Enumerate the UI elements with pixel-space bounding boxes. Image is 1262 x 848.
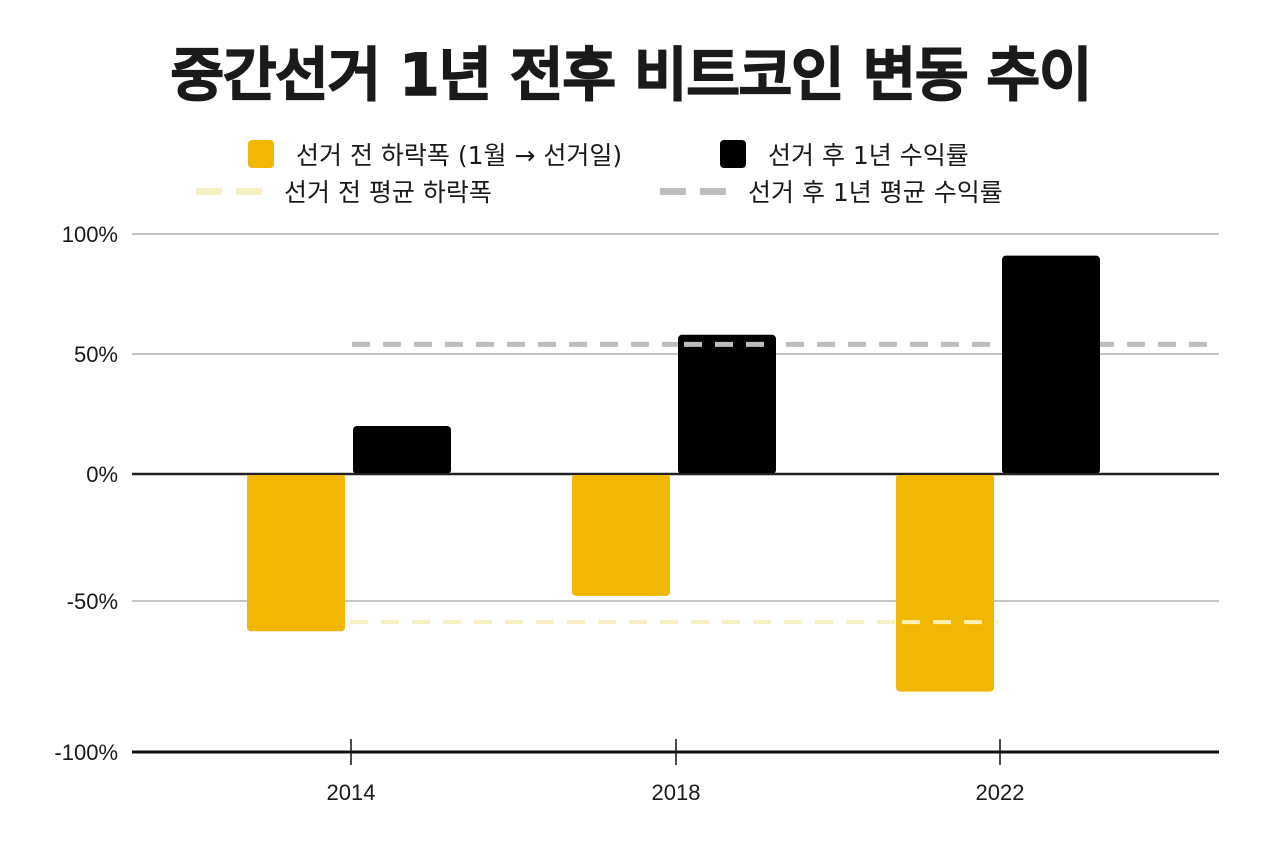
y-tick-label: -100% (54, 740, 118, 765)
y-tick-label: 50% (74, 342, 118, 367)
bar-post-election-2022 (1002, 255, 1100, 474)
bar-pre-election-2018 (572, 474, 670, 596)
x-tick-label: 2022 (976, 780, 1025, 805)
legend-item-post-election-avg: 선거 후 1년 평균 수익률 (660, 173, 1003, 209)
x-tick-label: 2014 (327, 780, 376, 805)
bar-pre-election-2014 (247, 474, 345, 632)
legend-item-pre-election-avg: 선거 전 평균 하락폭 (196, 173, 492, 209)
legend-item-pre-election-drop: 선거 전 하락폭 (1월 → 선거일) (248, 136, 622, 172)
legend-label: 선거 후 1년 수익률 (768, 141, 969, 170)
y-tick-label: 0% (86, 462, 118, 487)
legend-item-post-election-return: 선거 후 1년 수익률 (720, 136, 969, 172)
chart-title: 중간선거 1년 전후 비트코인 변동 추이 (170, 40, 1093, 110)
legend-label: 선거 전 평균 하락폭 (284, 178, 492, 207)
legend-swatch-black (720, 140, 746, 168)
bar-post-election-2018 (678, 334, 776, 474)
legend-dash-light-yellow (196, 187, 262, 195)
bar-post-election-2014 (353, 426, 451, 474)
y-tick-label: -50% (67, 589, 118, 614)
y-tick-label: 100% (62, 222, 118, 247)
legend-swatch-yellow (248, 140, 274, 168)
bar-pre-election-2022 (896, 474, 994, 692)
legend-label: 선거 전 하락폭 (1월 → 선거일) (296, 141, 623, 170)
legend-dash-gray (660, 187, 726, 195)
x-tick-label: 2018 (652, 780, 701, 805)
legend-label: 선거 후 1년 평균 수익률 (748, 178, 1003, 207)
